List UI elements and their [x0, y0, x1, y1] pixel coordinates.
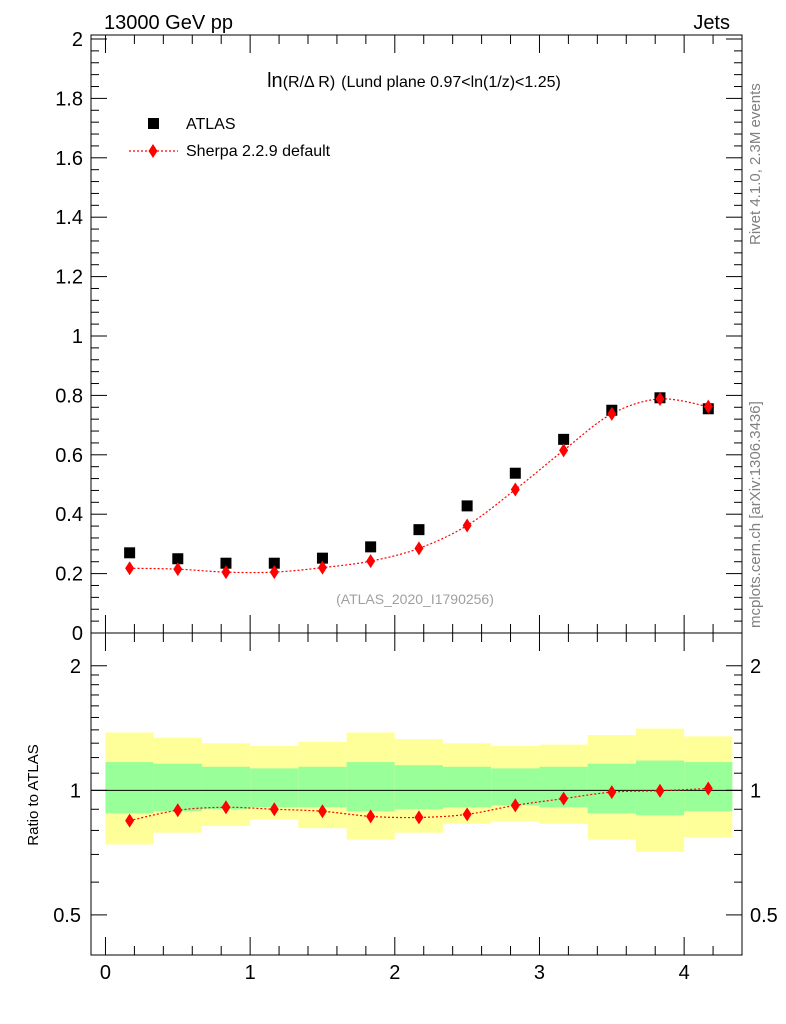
sherpa-point	[221, 565, 231, 580]
sherpa-point	[317, 560, 327, 575]
band-green-bin	[442, 766, 492, 808]
ratio-sherpa-point	[269, 802, 279, 817]
main-series	[124, 391, 714, 580]
chart-title-arg: (R/Δ R)	[283, 74, 335, 91]
legend-atlas-label: ATLAS	[186, 116, 236, 133]
ratio-xtick-label: 1	[245, 962, 256, 984]
ratio-xtick-label: 2	[389, 962, 400, 984]
atlas-point	[316, 552, 328, 564]
ratio-sherpa-point	[607, 785, 617, 800]
legend-sherpa-label: Sherpa 2.2.9 default	[186, 143, 331, 160]
sherpa-point	[607, 406, 617, 421]
legend: ATLAS Sherpa 2.2.9 default	[129, 116, 331, 160]
ratio-panel-frame	[90, 632, 743, 956]
ratio-axes: 0.5 0.5 1 1 2 2 0 1 2 3 4	[53, 633, 778, 984]
main-ytick-label: 1.6	[55, 148, 83, 170]
header-right: Jets	[693, 12, 730, 34]
ratio-ytick-label: 0.5	[53, 905, 81, 927]
ratio-sherpa-point	[414, 810, 424, 825]
main-ytick-label: 0.4	[55, 504, 83, 526]
atlas-point	[558, 433, 570, 445]
ratio-sherpa-point	[125, 813, 135, 828]
band-green-bin	[346, 762, 395, 812]
sherpa-point	[125, 561, 135, 576]
legend-sherpa-marker	[148, 144, 158, 158]
ratio-sherpa-point	[510, 798, 520, 813]
ratio-xtick-label: 3	[534, 962, 545, 984]
atlas-point	[220, 557, 232, 569]
chart-title-fn: ln	[267, 70, 283, 92]
ratio-ytick-label: 2	[70, 656, 81, 678]
main-ytick-label: 0.2	[55, 564, 83, 586]
legend-atlas-marker	[148, 118, 159, 129]
ratio-xtick-label: 4	[679, 962, 690, 984]
ratio-sherpa-point	[462, 807, 472, 822]
sherpa-point	[173, 562, 183, 577]
analysis-watermark: (ATLAS_2020_I1790256)	[336, 591, 494, 607]
atlas-point	[172, 553, 184, 565]
atlas-point	[509, 467, 521, 479]
atlas-point	[365, 541, 377, 553]
main-ytick-label: 2	[72, 29, 83, 51]
ratio-series	[125, 781, 713, 828]
ratio-ytick-label-right: 2	[750, 656, 761, 678]
ratio-xtick-label: 0	[100, 962, 111, 984]
sherpa-point	[414, 541, 424, 556]
ratio-ytick-label: 1	[70, 780, 81, 802]
main-ytick-label: 1.4	[55, 207, 83, 229]
ratio-sherpa-point	[366, 809, 376, 824]
ratio-sherpa-point	[703, 781, 713, 796]
ratio-sherpa-point	[221, 800, 231, 815]
main-ytick-label: 0.8	[55, 385, 83, 407]
band-green-bin	[298, 766, 347, 808]
sherpa-point	[510, 482, 520, 497]
chart-title-rest: (Lund plane 0.97<ln(1/z)<1.25)	[341, 74, 561, 91]
atlas-point	[124, 547, 136, 559]
chart-title: ln(R/Δ R) (Lund plane 0.97<ln(1/z)<1.25)	[267, 70, 561, 92]
side-text-bottom: mcplots.cern.ch [arXiv:1306.3436]	[747, 401, 764, 628]
ratio-ytick-label-right: 0.5	[750, 905, 778, 927]
sherpa-point	[703, 399, 713, 414]
atlas-point	[413, 524, 425, 536]
atlas-point	[461, 500, 473, 512]
sherpa-point	[462, 518, 472, 533]
main-ytick-label: 1.2	[55, 267, 83, 289]
main-ytick-label: 0	[72, 623, 83, 645]
sherpa-point	[366, 554, 376, 569]
main-axes: 0 0.2 0.4 0.6 0.8 1 1.2 1.4 1.6 1.8 2	[55, 29, 743, 645]
main-ytick-label: 1	[72, 326, 83, 348]
band-green-bin	[394, 765, 443, 810]
ratio-sherpa-point	[655, 783, 665, 798]
ratio-sherpa-point	[559, 791, 569, 806]
main-ytick-label: 1.8	[55, 88, 83, 110]
sherpa-point	[269, 565, 279, 580]
sherpa-point	[655, 391, 665, 406]
band-green-bin	[105, 762, 154, 814]
side-text-top: Rivet 4.1.0, 2.3M events	[747, 83, 764, 245]
ratio-sherpa-point	[317, 804, 327, 819]
band-green-bin	[250, 768, 299, 808]
header-left: 13000 GeV pp	[104, 12, 233, 34]
sherpa-point	[559, 443, 569, 458]
ratio-ylabel: Ratio to ATLAS	[25, 744, 42, 845]
ratio-ytick-label-right: 1	[750, 780, 761, 802]
atlas-point	[268, 557, 280, 569]
ratio-sherpa-point	[173, 803, 183, 818]
main-ytick-label: 0.6	[55, 445, 83, 467]
